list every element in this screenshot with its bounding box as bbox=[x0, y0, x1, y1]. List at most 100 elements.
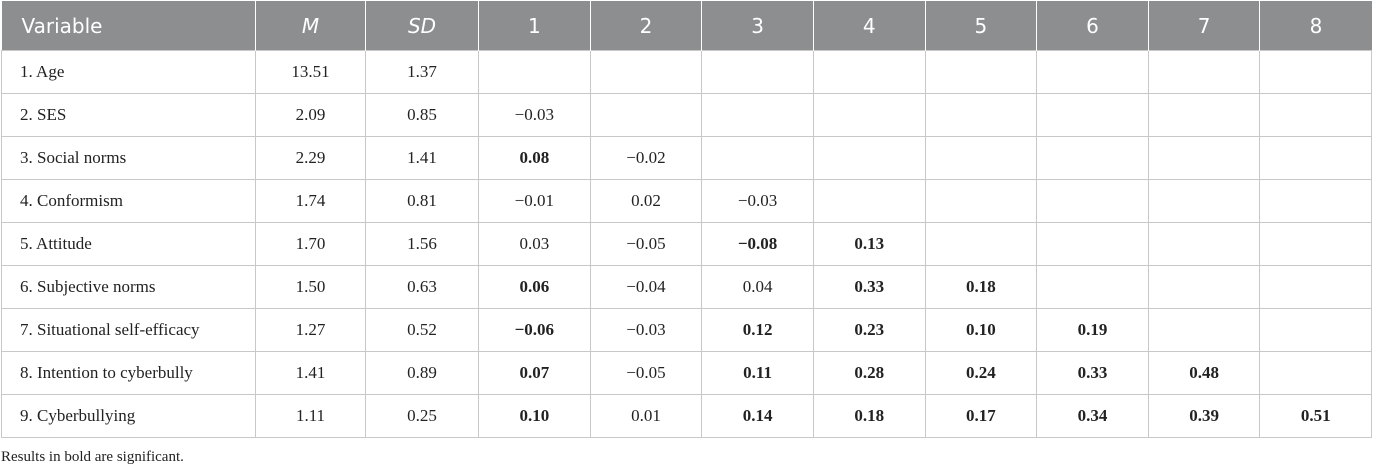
cell: −0.03 bbox=[701, 179, 814, 223]
table-row: 6. Subjective norms 1.50 0.63 0.06 −0.04 0.04… bbox=[1, 265, 1372, 309]
empty-cell bbox=[1259, 179, 1372, 223]
cell: 0.04 bbox=[701, 265, 814, 309]
cell: 1.41 bbox=[255, 351, 366, 395]
table-row: 5. Attitude 1.70 1.56 0.03 −0.05 −0.08 0.13 bbox=[1, 222, 1372, 266]
cell: 0.48 bbox=[1147, 351, 1261, 395]
cell: 2.29 bbox=[255, 136, 366, 180]
row-label: 3. Social norms bbox=[1, 136, 256, 180]
cell: 0.28 bbox=[812, 351, 926, 395]
empty-cell bbox=[1147, 136, 1261, 180]
cell: −0.02 bbox=[589, 136, 703, 180]
cell: 0.18 bbox=[812, 394, 926, 438]
header-cell: 7 bbox=[1147, 1, 1260, 51]
empty-cell bbox=[1147, 179, 1261, 223]
cell: −0.08 bbox=[701, 222, 814, 266]
cell: 0.01 bbox=[589, 394, 703, 438]
cell: −0.03 bbox=[478, 93, 591, 137]
header-cell: 8 bbox=[1259, 1, 1372, 51]
row-label: 5. Attitude bbox=[1, 222, 256, 266]
cell: 1.41 bbox=[365, 136, 479, 180]
cell: 0.08 bbox=[478, 136, 591, 180]
cell: 0.19 bbox=[1036, 308, 1149, 352]
header-cell: 2 bbox=[589, 1, 702, 51]
table-row: 4. Conformism 1.74 0.81 −0.01 0.02 −0.03 bbox=[1, 179, 1372, 223]
empty-cell bbox=[1147, 222, 1261, 266]
cell: 0.14 bbox=[701, 394, 814, 438]
empty-cell bbox=[1036, 136, 1149, 180]
header-cell: 3 bbox=[701, 1, 814, 51]
header-cell: M bbox=[255, 1, 366, 51]
cell: 0.63 bbox=[365, 265, 479, 309]
table-row: 3. Social norms 2.29 1.41 0.08 −0.02 bbox=[1, 136, 1372, 180]
cell: 0.11 bbox=[701, 351, 814, 395]
cell: 0.33 bbox=[812, 265, 926, 309]
empty-cell bbox=[1147, 308, 1261, 352]
cell: 0.23 bbox=[812, 308, 926, 352]
row-label: 7. Situational self-efficacy bbox=[1, 308, 256, 352]
header-row: Variable M SD 1 2 3 4 5 6 7 8 bbox=[1, 1, 1372, 51]
empty-cell bbox=[701, 50, 814, 94]
cell: 0.10 bbox=[924, 308, 1038, 352]
empty-cell bbox=[1036, 265, 1149, 309]
cell: −0.05 bbox=[589, 222, 703, 266]
header-cell: 4 bbox=[812, 1, 925, 51]
table-body: 1. Age 13.51 1.37 2. SES 2.09 0.85 −0.03 3. Soc… bbox=[1, 50, 1372, 438]
cell: 0.85 bbox=[365, 93, 479, 137]
cell: −0.05 bbox=[589, 351, 703, 395]
cell: 1.74 bbox=[255, 179, 366, 223]
empty-cell bbox=[478, 50, 591, 94]
cell: 0.07 bbox=[478, 351, 591, 395]
empty-cell bbox=[1036, 93, 1149, 137]
cell: 0.34 bbox=[1036, 394, 1149, 438]
cell: 0.33 bbox=[1036, 351, 1149, 395]
table-row: 2. SES 2.09 0.85 −0.03 bbox=[1, 93, 1372, 137]
cell: 0.06 bbox=[478, 265, 591, 309]
row-label: 2. SES bbox=[1, 93, 256, 137]
header-cell: 5 bbox=[924, 1, 1037, 51]
row-label: 9. Cyberbullying bbox=[1, 394, 256, 438]
empty-cell bbox=[1259, 93, 1372, 137]
empty-cell bbox=[701, 93, 814, 137]
empty-cell bbox=[589, 50, 703, 94]
empty-cell bbox=[812, 93, 926, 137]
cell: 0.89 bbox=[365, 351, 479, 395]
cell: 0.51 bbox=[1259, 394, 1372, 438]
empty-cell bbox=[1259, 265, 1372, 309]
header-cell: 6 bbox=[1036, 1, 1149, 51]
row-label: 1. Age bbox=[1, 50, 256, 94]
table-row: 7. Situational self-efficacy 1.27 0.52 −0.0… bbox=[1, 308, 1372, 352]
cell: −0.06 bbox=[478, 308, 591, 352]
empty-cell bbox=[812, 136, 926, 180]
empty-cell bbox=[1259, 222, 1372, 266]
table-row: 9. Cyberbullying 1.11 0.25 0.10 0.01 0.14 0.18… bbox=[1, 394, 1372, 438]
cell: 0.02 bbox=[589, 179, 703, 223]
correlation-table: Variable M SD 1 2 3 4 5 6 7 8 1. Age 13.51 1.37 2. SE… bbox=[1, 1, 1372, 438]
empty-cell bbox=[1147, 50, 1261, 94]
footnote: Results in bold are significant. bbox=[1, 449, 184, 465]
cell: 0.17 bbox=[924, 394, 1038, 438]
cell: 1.50 bbox=[255, 265, 366, 309]
empty-cell bbox=[1036, 222, 1149, 266]
cell: 1.70 bbox=[255, 222, 366, 266]
row-label: 8. Intention to cyberbully bbox=[1, 351, 256, 395]
table-row: 8. Intention to cyberbully 1.41 0.89 0.07 −0… bbox=[1, 351, 1372, 395]
empty-cell bbox=[1259, 136, 1372, 180]
empty-cell bbox=[1036, 50, 1149, 94]
empty-cell bbox=[1036, 179, 1149, 223]
empty-cell bbox=[1259, 351, 1372, 395]
cell: 0.13 bbox=[812, 222, 926, 266]
empty-cell bbox=[924, 93, 1038, 137]
cell: 0.03 bbox=[478, 222, 591, 266]
empty-cell bbox=[1259, 50, 1372, 94]
cell: 13.51 bbox=[255, 50, 366, 94]
cell: −0.04 bbox=[589, 265, 703, 309]
cell: 0.39 bbox=[1147, 394, 1261, 438]
cell: 2.09 bbox=[255, 93, 366, 137]
cell: 1.56 bbox=[365, 222, 479, 266]
empty-cell bbox=[924, 50, 1038, 94]
empty-cell bbox=[1147, 93, 1261, 137]
empty-cell bbox=[589, 93, 703, 137]
empty-cell bbox=[924, 222, 1038, 266]
cell: −0.03 bbox=[589, 308, 703, 352]
